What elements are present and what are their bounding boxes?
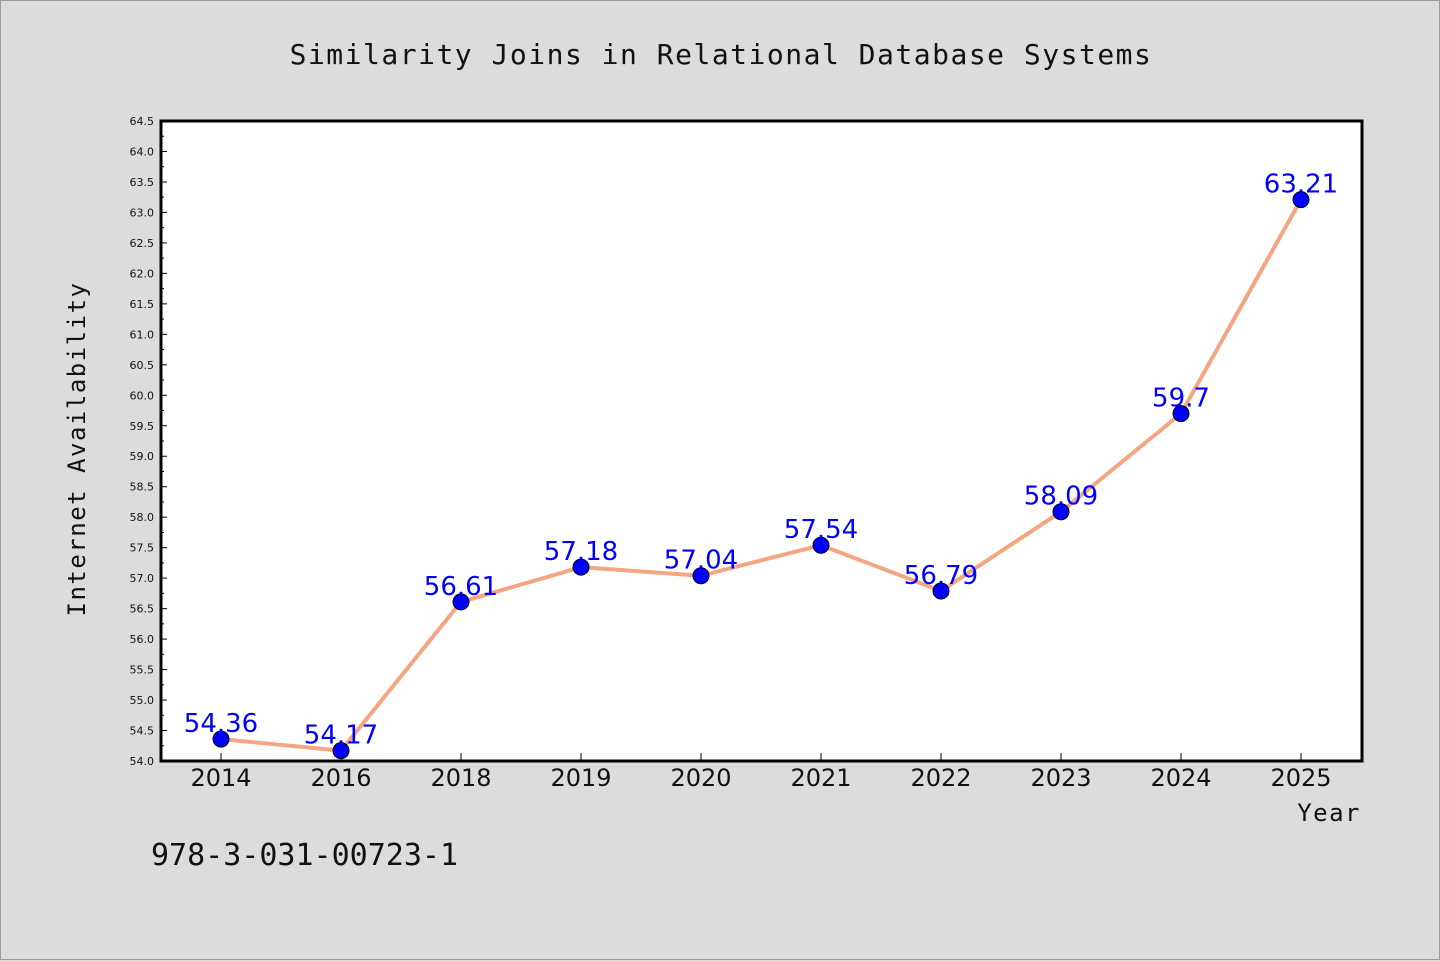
y-axis-ticks: 54.0 54.5 55.0 55.5 56.0 56.5 57.0 57.5 58.0 58.5… (130, 115, 167, 768)
y-tick-label: 59.5 (130, 420, 155, 433)
data-label: 57.54 (784, 515, 858, 545)
y-tick-label: 62.0 (130, 267, 155, 280)
x-tick-label: 2018 (430, 764, 491, 792)
series-line (219, 197, 1303, 753)
y-tick-label: 55.5 (130, 664, 155, 677)
y-tick-label: 63.0 (130, 206, 155, 219)
data-label: 56.61 (424, 572, 498, 602)
y-tick-label: 54.5 (130, 725, 155, 738)
y-tick-label: 57.5 (130, 542, 155, 555)
data-label: 59.7 (1152, 384, 1210, 414)
data-labels-group: 54.36 54.17 56.61 57.18 57.04 57.54 56.79 58.09… (184, 170, 1338, 751)
y-tick-label: 61.5 (130, 298, 155, 311)
y-tick-label: 60.0 (130, 389, 155, 402)
y-tick-label: 64.0 (130, 145, 155, 158)
x-tick-label: 2016 (310, 764, 371, 792)
y-tick-label: 57.0 (130, 572, 155, 585)
x-tick-label: 2021 (790, 764, 851, 792)
x-tick-label: 2024 (1150, 764, 1211, 792)
plot-area (159, 119, 1364, 763)
y-axis-title: Internet Availability (63, 282, 91, 617)
data-point-marker (1052, 503, 1070, 521)
data-point-marker (332, 742, 350, 760)
data-label: 63.21 (1264, 170, 1338, 200)
data-label: 54.17 (304, 721, 378, 751)
y-tick-label: 58.5 (130, 481, 155, 494)
x-tick-label: 2022 (910, 764, 971, 792)
data-point-marker (812, 536, 830, 554)
isbn-footnote: 978-3-031-00723-1 (151, 838, 458, 873)
y-tick-label: 55.0 (130, 694, 155, 707)
data-point-marker (932, 582, 950, 600)
y-tick-label: 56.0 (130, 633, 155, 646)
y-tick-label: 60.5 (130, 359, 155, 372)
y-tick-label: 56.5 (130, 603, 155, 616)
y-tick-label: 64.5 (130, 115, 155, 128)
x-axis-title: Year (1297, 799, 1361, 827)
data-point-marker (452, 593, 470, 611)
y-tick-label: 58.0 (130, 511, 155, 524)
y-tick-label: 63.5 (130, 176, 155, 189)
data-label: 54.36 (184, 709, 258, 739)
y-tick-label: 54.0 (130, 755, 155, 768)
series-group (212, 191, 1310, 760)
x-tick-label: 2020 (670, 764, 731, 792)
x-tick-label: 2019 (550, 764, 611, 792)
data-point-marker (1172, 405, 1190, 423)
x-axis-ticks: 2014 2016 2018 2019 2020 2021 2022 2023 2024 2025 (190, 753, 1332, 792)
data-label: 58.09 (1024, 482, 1098, 512)
y-tick-label: 62.5 (130, 237, 155, 250)
chart-title: Similarity Joins in Relational Database … (290, 38, 1153, 71)
y-tick-label: 61.0 (130, 328, 155, 341)
x-tick-label: 2014 (190, 764, 251, 792)
x-tick-label: 2023 (1030, 764, 1091, 792)
x-tick-label: 2025 (1270, 764, 1331, 792)
data-label: 57.18 (544, 537, 618, 567)
data-point-marker (212, 730, 230, 748)
data-label: 57.04 (664, 546, 738, 576)
data-label: 56.79 (904, 561, 978, 591)
y-tick-label: 59.0 (130, 450, 155, 463)
data-point-marker (572, 558, 590, 576)
data-point-marker (1292, 191, 1310, 209)
data-point-marker (692, 567, 710, 585)
